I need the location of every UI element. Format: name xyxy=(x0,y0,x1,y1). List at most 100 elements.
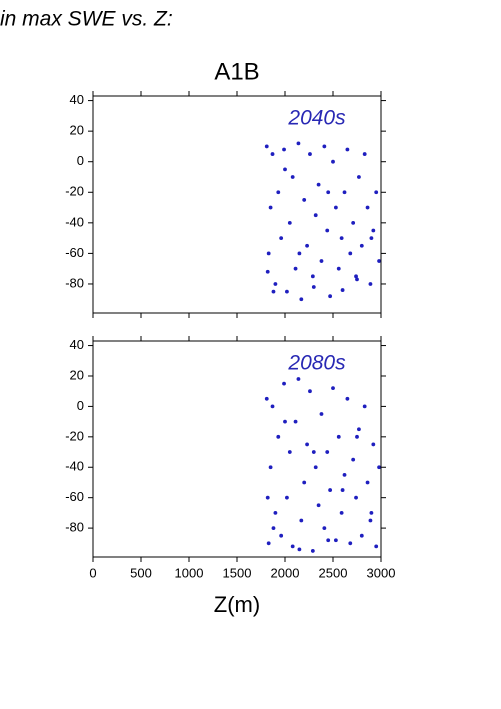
point xyxy=(264,144,269,149)
point xyxy=(283,419,287,424)
point xyxy=(299,518,304,523)
point xyxy=(296,141,301,146)
point xyxy=(325,228,330,233)
point xyxy=(326,190,331,195)
y-tick-label: -60 xyxy=(65,245,84,260)
point xyxy=(348,541,353,546)
point xyxy=(336,266,341,271)
point xyxy=(305,243,309,248)
point xyxy=(305,442,309,447)
point xyxy=(359,533,364,538)
point xyxy=(308,152,312,156)
point xyxy=(369,236,374,241)
point xyxy=(355,434,359,439)
point xyxy=(266,251,271,256)
y-tick-label: 40 xyxy=(70,92,84,107)
point xyxy=(326,538,331,543)
y-tick-label: 40 xyxy=(70,337,84,352)
point xyxy=(282,147,286,152)
panel-annotation: 2080s xyxy=(287,352,346,375)
point xyxy=(313,465,318,470)
point xyxy=(271,289,276,294)
x-tick-label: 2000 xyxy=(271,565,300,580)
point xyxy=(319,412,324,416)
point xyxy=(316,503,321,508)
x-tick-label: 1000 xyxy=(175,565,204,580)
point xyxy=(285,495,289,500)
point xyxy=(279,236,284,241)
point xyxy=(271,526,276,530)
point xyxy=(368,518,373,523)
y-tick-label: 0 xyxy=(77,398,84,413)
point xyxy=(290,175,295,179)
y-tick-label: -40 xyxy=(65,459,84,474)
point xyxy=(354,495,358,500)
point xyxy=(351,220,356,225)
x-axis-label: Z(m) xyxy=(214,592,260,617)
point xyxy=(371,228,376,233)
point xyxy=(273,282,278,286)
point xyxy=(359,243,364,248)
point xyxy=(351,457,356,462)
point xyxy=(357,175,361,179)
point xyxy=(365,480,370,485)
point xyxy=(282,381,286,386)
point xyxy=(340,288,345,292)
point xyxy=(374,190,379,195)
point xyxy=(345,396,350,401)
x-tick-label: 1500 xyxy=(223,565,252,580)
point xyxy=(374,544,379,549)
point xyxy=(362,152,367,156)
y-tick-label: -20 xyxy=(65,428,84,443)
point xyxy=(365,205,370,210)
y-tick-label: 20 xyxy=(70,367,84,382)
point xyxy=(287,220,292,225)
point xyxy=(270,152,275,156)
point xyxy=(336,434,341,439)
point xyxy=(354,274,358,279)
point xyxy=(276,434,281,439)
point xyxy=(371,442,376,447)
point xyxy=(316,182,321,187)
point xyxy=(311,450,316,454)
point xyxy=(311,285,316,289)
point xyxy=(308,389,312,394)
point xyxy=(293,419,298,424)
point xyxy=(273,510,278,515)
y-tick-label: 0 xyxy=(77,153,84,168)
point xyxy=(357,427,361,432)
panel-annotation: 2040s xyxy=(287,107,346,130)
point xyxy=(313,213,318,218)
point xyxy=(377,259,381,263)
x-tick-label: 2500 xyxy=(319,565,348,580)
point xyxy=(340,488,345,492)
point xyxy=(339,510,344,515)
point xyxy=(264,396,269,401)
point xyxy=(322,526,327,530)
point xyxy=(276,190,281,195)
point xyxy=(333,205,338,210)
point xyxy=(270,404,275,409)
point xyxy=(299,297,304,302)
point xyxy=(310,274,315,279)
panel-title: A1B xyxy=(214,58,259,85)
point xyxy=(265,495,270,500)
point xyxy=(266,541,271,546)
point xyxy=(268,465,273,470)
page-title: in max SWE vs. Z: xyxy=(0,8,173,31)
point xyxy=(322,144,327,149)
point xyxy=(265,269,270,274)
point xyxy=(285,289,289,294)
point xyxy=(368,282,373,286)
point xyxy=(302,198,307,202)
point xyxy=(283,167,287,172)
y-tick-label: -80 xyxy=(65,275,84,290)
point xyxy=(377,465,381,470)
y-tick-label: -60 xyxy=(65,489,84,504)
point xyxy=(328,488,333,492)
point xyxy=(345,147,350,152)
x-tick-label: 3000 xyxy=(367,565,396,580)
point xyxy=(328,294,333,299)
point xyxy=(293,266,298,271)
